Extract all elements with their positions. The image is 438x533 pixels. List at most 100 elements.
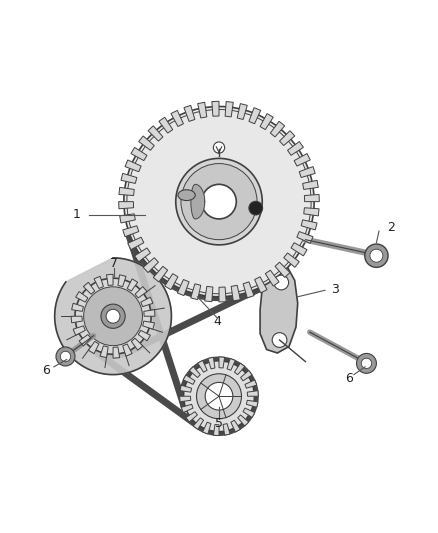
Polygon shape [135, 287, 147, 298]
Polygon shape [287, 141, 304, 155]
Polygon shape [119, 188, 134, 196]
Text: 3: 3 [331, 283, 339, 296]
Polygon shape [208, 357, 215, 369]
Polygon shape [159, 117, 173, 133]
Polygon shape [270, 122, 285, 137]
Polygon shape [79, 335, 91, 346]
Polygon shape [123, 344, 132, 356]
Circle shape [56, 347, 75, 366]
Polygon shape [254, 277, 267, 293]
Polygon shape [193, 418, 204, 430]
Polygon shape [219, 357, 225, 368]
Polygon shape [118, 275, 126, 287]
Polygon shape [55, 258, 171, 375]
Polygon shape [297, 231, 313, 243]
Polygon shape [260, 114, 273, 130]
Polygon shape [143, 257, 159, 272]
Circle shape [274, 275, 289, 290]
Ellipse shape [178, 190, 195, 200]
Polygon shape [304, 195, 319, 201]
Polygon shape [100, 346, 108, 358]
Polygon shape [123, 226, 139, 237]
Polygon shape [249, 108, 261, 124]
Polygon shape [223, 424, 230, 435]
Text: 5: 5 [215, 417, 223, 430]
Polygon shape [180, 396, 191, 402]
Polygon shape [304, 208, 319, 216]
Circle shape [101, 304, 125, 328]
Polygon shape [171, 110, 184, 126]
Polygon shape [120, 214, 135, 223]
Polygon shape [247, 400, 258, 407]
Polygon shape [180, 385, 191, 392]
Polygon shape [106, 274, 113, 286]
Polygon shape [131, 148, 147, 160]
Polygon shape [198, 102, 207, 118]
Circle shape [84, 287, 142, 345]
Circle shape [184, 361, 254, 432]
Polygon shape [177, 279, 189, 296]
Polygon shape [265, 270, 279, 286]
Polygon shape [198, 360, 207, 372]
Polygon shape [240, 370, 252, 381]
Circle shape [106, 309, 120, 323]
Text: 6: 6 [42, 364, 50, 377]
Polygon shape [191, 284, 201, 300]
Circle shape [197, 374, 241, 419]
Polygon shape [294, 154, 310, 166]
Polygon shape [237, 103, 247, 119]
Polygon shape [148, 126, 163, 141]
Polygon shape [131, 338, 143, 350]
Polygon shape [183, 375, 195, 384]
Polygon shape [227, 359, 235, 370]
Polygon shape [231, 420, 240, 432]
Circle shape [124, 107, 314, 297]
Polygon shape [231, 285, 240, 301]
Polygon shape [245, 380, 257, 388]
Polygon shape [141, 297, 153, 306]
Polygon shape [238, 415, 249, 426]
Polygon shape [119, 201, 134, 209]
Polygon shape [153, 266, 168, 282]
Circle shape [213, 142, 225, 153]
Polygon shape [72, 303, 84, 311]
Polygon shape [181, 404, 193, 413]
Circle shape [202, 184, 236, 219]
Circle shape [357, 353, 376, 373]
Polygon shape [143, 321, 155, 329]
Circle shape [370, 249, 383, 262]
Polygon shape [234, 363, 245, 375]
Polygon shape [275, 262, 290, 278]
Circle shape [272, 333, 287, 348]
Polygon shape [76, 292, 88, 302]
Polygon shape [121, 173, 137, 183]
Polygon shape [113, 347, 120, 358]
Text: 6: 6 [345, 372, 353, 385]
Polygon shape [191, 184, 205, 219]
Polygon shape [212, 101, 219, 116]
Polygon shape [184, 106, 195, 122]
Text: 2: 2 [387, 221, 395, 234]
Polygon shape [189, 367, 200, 377]
Polygon shape [73, 326, 85, 335]
Circle shape [60, 351, 71, 361]
Polygon shape [186, 411, 198, 422]
Polygon shape [125, 160, 141, 172]
Circle shape [249, 201, 263, 215]
Polygon shape [144, 310, 155, 316]
Polygon shape [165, 273, 178, 290]
Polygon shape [88, 342, 99, 353]
Polygon shape [303, 180, 318, 189]
Polygon shape [138, 330, 150, 341]
Polygon shape [134, 248, 151, 262]
Polygon shape [128, 237, 144, 250]
Polygon shape [71, 316, 82, 323]
Circle shape [205, 382, 233, 410]
Polygon shape [94, 276, 103, 288]
Circle shape [365, 244, 388, 268]
Polygon shape [247, 391, 258, 396]
Polygon shape [260, 256, 298, 353]
Polygon shape [213, 424, 219, 435]
Text: 7: 7 [110, 256, 118, 270]
Polygon shape [243, 408, 255, 417]
